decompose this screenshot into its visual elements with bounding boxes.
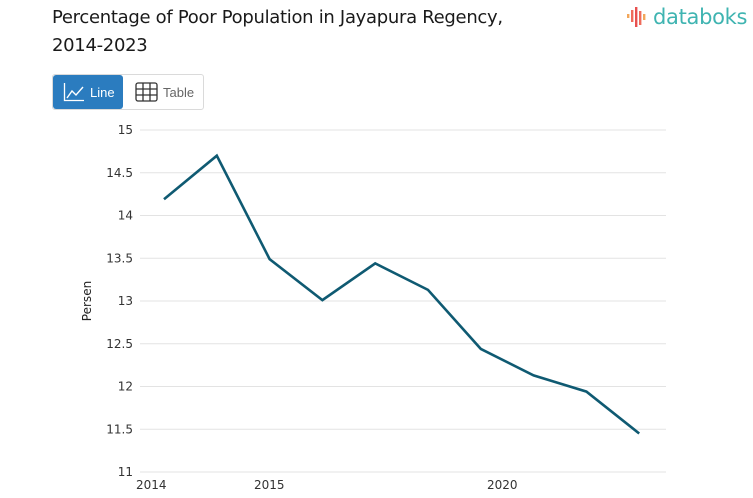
data-point[interactable] xyxy=(264,253,276,265)
series-group xyxy=(158,150,645,440)
chart-title: Percentage of Poor Population in Jayapur… xyxy=(52,4,503,60)
line-chart-icon xyxy=(63,82,85,102)
data-point[interactable] xyxy=(211,150,223,162)
x-tick-label: 2015 xyxy=(254,478,285,492)
data-point[interactable] xyxy=(633,428,645,440)
data-point[interactable] xyxy=(528,369,540,381)
line-view-label: Line xyxy=(90,84,115,100)
y-axis-ticks: 11 11.5 12 12.5 13 13.5 14 14.5 15 xyxy=(106,123,133,479)
y-tick-label: 12.5 xyxy=(106,337,133,351)
data-point[interactable] xyxy=(369,257,381,269)
x-tick-label: 2014 xyxy=(136,478,167,492)
data-point[interactable] xyxy=(580,386,592,398)
data-point[interactable] xyxy=(475,343,487,355)
series-line xyxy=(163,153,641,435)
data-point[interactable] xyxy=(422,284,434,296)
line-view-button[interactable]: Line xyxy=(53,75,123,109)
y-tick-label: 14.5 xyxy=(106,166,133,180)
x-axis-ticks: 2014 2015 2020 xyxy=(136,478,518,492)
table-grid-icon xyxy=(135,82,158,102)
bar-signal-icon xyxy=(626,5,650,29)
data-point[interactable] xyxy=(316,294,328,306)
y-tick-label: 14 xyxy=(118,209,133,223)
data-point[interactable] xyxy=(158,193,170,205)
y-tick-label: 13.5 xyxy=(106,251,133,265)
y-tick-label: 11 xyxy=(118,465,133,479)
logo-text: databoks xyxy=(653,5,748,29)
y-tick-label: 13 xyxy=(118,294,133,308)
y-tick-label: 11.5 xyxy=(106,422,133,436)
y-axis-label: Persen xyxy=(80,281,94,321)
view-toggle: Line Table xyxy=(52,74,204,110)
chart-title-line-2: 2014-2023 xyxy=(52,35,148,56)
table-view-button[interactable]: Table xyxy=(123,75,194,109)
databoks-logo[interactable]: databoks xyxy=(626,4,747,30)
x-tick-label: 2020 xyxy=(487,478,518,492)
chart-title-line-1: Percentage of Poor Population in Jayapur… xyxy=(52,7,503,28)
y-tick-label: 12 xyxy=(118,380,133,394)
table-view-label: Table xyxy=(163,84,195,100)
gridlines xyxy=(140,129,666,473)
y-tick-label: 15 xyxy=(118,123,133,137)
